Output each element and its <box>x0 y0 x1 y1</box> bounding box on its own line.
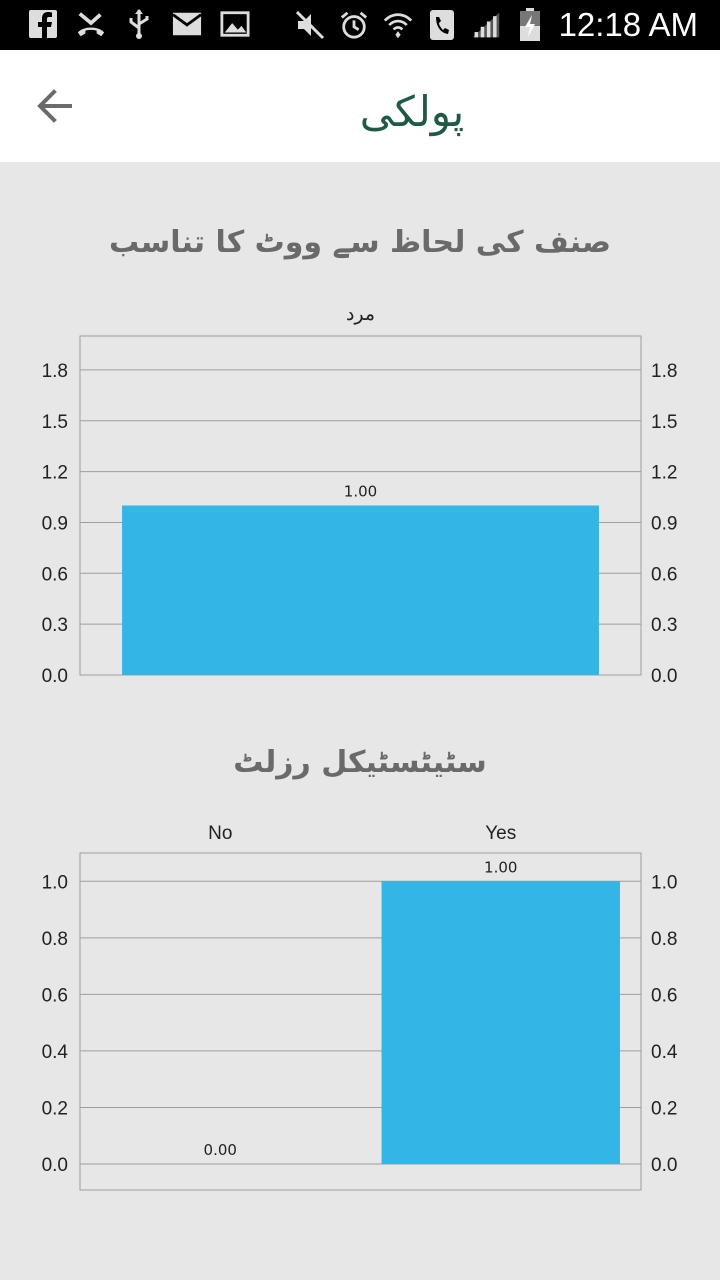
chart1-ytick-right: 0.6 <box>651 564 677 585</box>
chart1-ytick-right: 1.5 <box>651 412 677 433</box>
logo-text: پولکی <box>360 87 464 137</box>
chart1-ytick-left: 0.0 <box>42 666 68 687</box>
facebook-icon <box>28 7 58 41</box>
chart-1-title: صنف کی لحاظ سے ووٹ کا تناسب <box>108 225 611 260</box>
chart2-ytick-right: 0.2 <box>651 1098 677 1119</box>
chart1-ytick-left: 0.3 <box>42 615 68 636</box>
chart-2-title: سٹیٹسٹیکل رزلٹ <box>233 745 487 780</box>
missed-call-icon <box>76 7 106 41</box>
gender-vote-chart: 0.0 0.0 0.3 0.3 0.6 0.6 0.9 0.9 1.2 1.2 1.5 1.5 1.8 1… <box>42 304 678 687</box>
chart2-ytick-left: 0.2 <box>42 1098 68 1119</box>
back-button[interactable] <box>30 80 82 132</box>
status-bar: 12:18 AM <box>0 0 720 50</box>
email-icon <box>172 7 202 41</box>
chart2-ytick-right: 0.0 <box>651 1155 677 1176</box>
chart1-ytick-right: 0.0 <box>651 666 677 687</box>
chart2-value-label: 1.00 <box>484 858 517 876</box>
statistical-result-chart: 0.0 0.0 0.2 0.2 0.4 0.4 0.6 0.6 0.8 0.8 1.0 1.0 0.00… <box>42 823 678 1191</box>
chart1-ytick-left: 1.5 <box>42 412 68 433</box>
chart2-ytick-right: 0.6 <box>651 985 677 1006</box>
chart2-category-label: Yes <box>485 823 516 844</box>
chart1-bar <box>122 505 599 675</box>
chart1-ytick-right: 1.8 <box>651 361 677 382</box>
wifi-icon <box>383 8 413 42</box>
chart1-ytick-right: 0.9 <box>651 513 677 534</box>
chart2-ytick-left: 0.4 <box>42 1042 69 1063</box>
chart2-frame <box>79 852 642 1191</box>
chart2-ytick-left: 1.0 <box>42 872 68 893</box>
chart2-category-label: No <box>208 823 232 844</box>
mute-icon <box>295 8 325 42</box>
chart2-value-label: 0.00 <box>204 1141 237 1159</box>
app-bar: پولکی <box>0 50 720 162</box>
chart2-ytick-right: 0.8 <box>651 929 677 950</box>
alarm-icon <box>339 8 369 42</box>
chart1-ytick-right: 1.2 <box>651 463 677 484</box>
chart2-bar <box>381 881 620 1164</box>
chart2-ytick-right: 0.4 <box>651 1042 678 1063</box>
chart1-ytick-left: 0.6 <box>42 564 68 585</box>
app-logo: پولکی <box>355 68 470 148</box>
status-time: 12:18 AM <box>558 6 698 43</box>
chart1-value-label: 1.00 <box>344 483 377 501</box>
chart1-ytick-left: 1.2 <box>42 463 68 484</box>
chart2-ytick-left: 0.6 <box>42 985 68 1006</box>
chart2-ytick-left: 0.0 <box>42 1155 68 1176</box>
chart1-ytick-left: 0.9 <box>42 513 68 534</box>
chart1-ytick-right: 0.3 <box>651 615 677 636</box>
battery-icon <box>515 8 545 42</box>
image-icon <box>220 7 250 41</box>
chart2-ytick-right: 1.0 <box>651 872 677 893</box>
chart2-ytick-left: 0.8 <box>42 929 68 950</box>
usb-icon <box>124 7 154 41</box>
chart1-category-label: مرد <box>346 304 375 325</box>
arrow-left-icon <box>37 89 72 123</box>
chart1-ytick-left: 1.8 <box>42 361 68 382</box>
signal-icon <box>471 8 501 42</box>
phone-call-icon <box>427 8 457 42</box>
